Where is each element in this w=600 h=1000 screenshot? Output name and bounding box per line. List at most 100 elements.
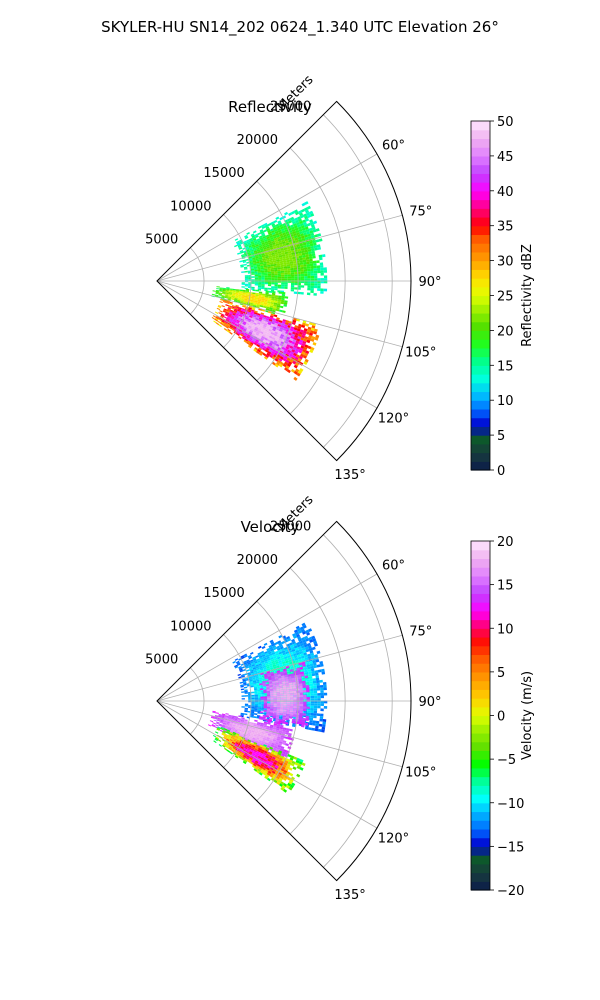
echo-cell [223,735,228,739]
echo-cell [290,335,295,340]
echo-cell [221,319,226,322]
echo-cell [244,295,249,298]
echo-cell [263,758,268,762]
echo-cell [228,320,233,323]
echo-cell [299,713,303,716]
colorbar-swatch [471,602,490,612]
echo-cell [248,256,253,259]
echo-cell [288,659,292,663]
colorbar-swatch [471,435,490,445]
echo-cell [316,244,321,248]
echo-cell [277,267,281,270]
echo-cell [231,307,235,310]
echo-cell [286,689,290,692]
echo-cell [302,242,307,246]
echo-cell [228,293,233,295]
echo-cell [267,676,272,679]
echo-cell [283,762,288,766]
echo-cell [226,744,230,748]
echo-cell [232,313,236,316]
echo-cell [265,662,269,666]
echo-cell [282,319,287,322]
echo-cell [212,710,216,713]
echo-cell [280,671,284,674]
colorbar-swatch [471,680,490,690]
echo-cell [253,670,258,673]
echo-cell [275,308,280,312]
echo-cell [282,715,286,718]
echo-cell [232,312,237,315]
echo-cell [246,660,251,664]
echo-cell [265,255,269,259]
echo-cell [263,239,268,243]
echo-cell [322,724,326,728]
echo-cell [272,349,277,353]
echo-cell [261,253,265,256]
echo-cell [249,757,253,761]
echo-cell [281,332,285,336]
echo-cell [309,720,313,723]
echo-cell [261,342,265,346]
echo-cell [264,651,268,655]
echo-cell [277,278,282,281]
echo-cell [258,717,263,720]
echo-cell [244,244,249,248]
echo-cell [307,285,311,288]
echo-cell [296,221,300,226]
echo-cell [250,268,255,271]
echo-cell [321,254,326,258]
echo-cell [293,693,297,696]
echo-cell [280,768,285,772]
echo-cell [273,246,277,249]
echo-cell [303,207,308,211]
echo-cell [265,293,269,297]
echo-cell [268,342,273,346]
echo-cell [225,293,229,296]
echo-cell [307,248,312,252]
echo-cell [280,735,285,739]
echo-cell [258,294,262,297]
echo-cell [211,293,216,296]
echo-cell [275,336,280,340]
echo-cell [263,265,268,268]
echo-cell [229,310,234,314]
echo-cell [280,781,285,785]
echo-cell [281,661,286,665]
colorbar-swatch [471,330,490,340]
echo-cell [264,337,268,341]
echo-cell [281,721,286,724]
echo-cell [234,755,239,759]
echo-cell [228,314,232,317]
echo-cell [276,325,281,329]
echo-cell [274,363,279,368]
echo-cell [277,722,281,725]
echo-cell [240,265,244,268]
echo-cell [255,325,260,329]
echo-cell [229,289,233,292]
echo-cell [257,271,262,273]
echo-cell [282,685,287,688]
echo-cell [277,299,282,302]
echo-cell [266,672,271,676]
echo-cell [258,282,262,285]
echo-cell [271,232,276,236]
echo-cell [239,290,243,293]
echo-cell [279,713,283,716]
echo-cell [250,301,254,304]
echo-cell [240,251,244,254]
echo-cell [284,767,289,772]
echo-cell [259,262,264,265]
echo-cell [263,330,268,334]
radial-tick-label: 10000 [170,619,211,634]
echo-cell [313,690,318,694]
echo-cell [306,244,311,248]
echo-cell [271,278,275,281]
echo-cell [270,236,274,240]
echo-cell [267,231,272,235]
echo-cell [260,650,265,654]
echo-cell [296,652,301,656]
echo-cell [264,295,269,298]
echo-cell [314,695,318,699]
echo-cell [314,234,318,238]
echo-cell [265,747,270,751]
